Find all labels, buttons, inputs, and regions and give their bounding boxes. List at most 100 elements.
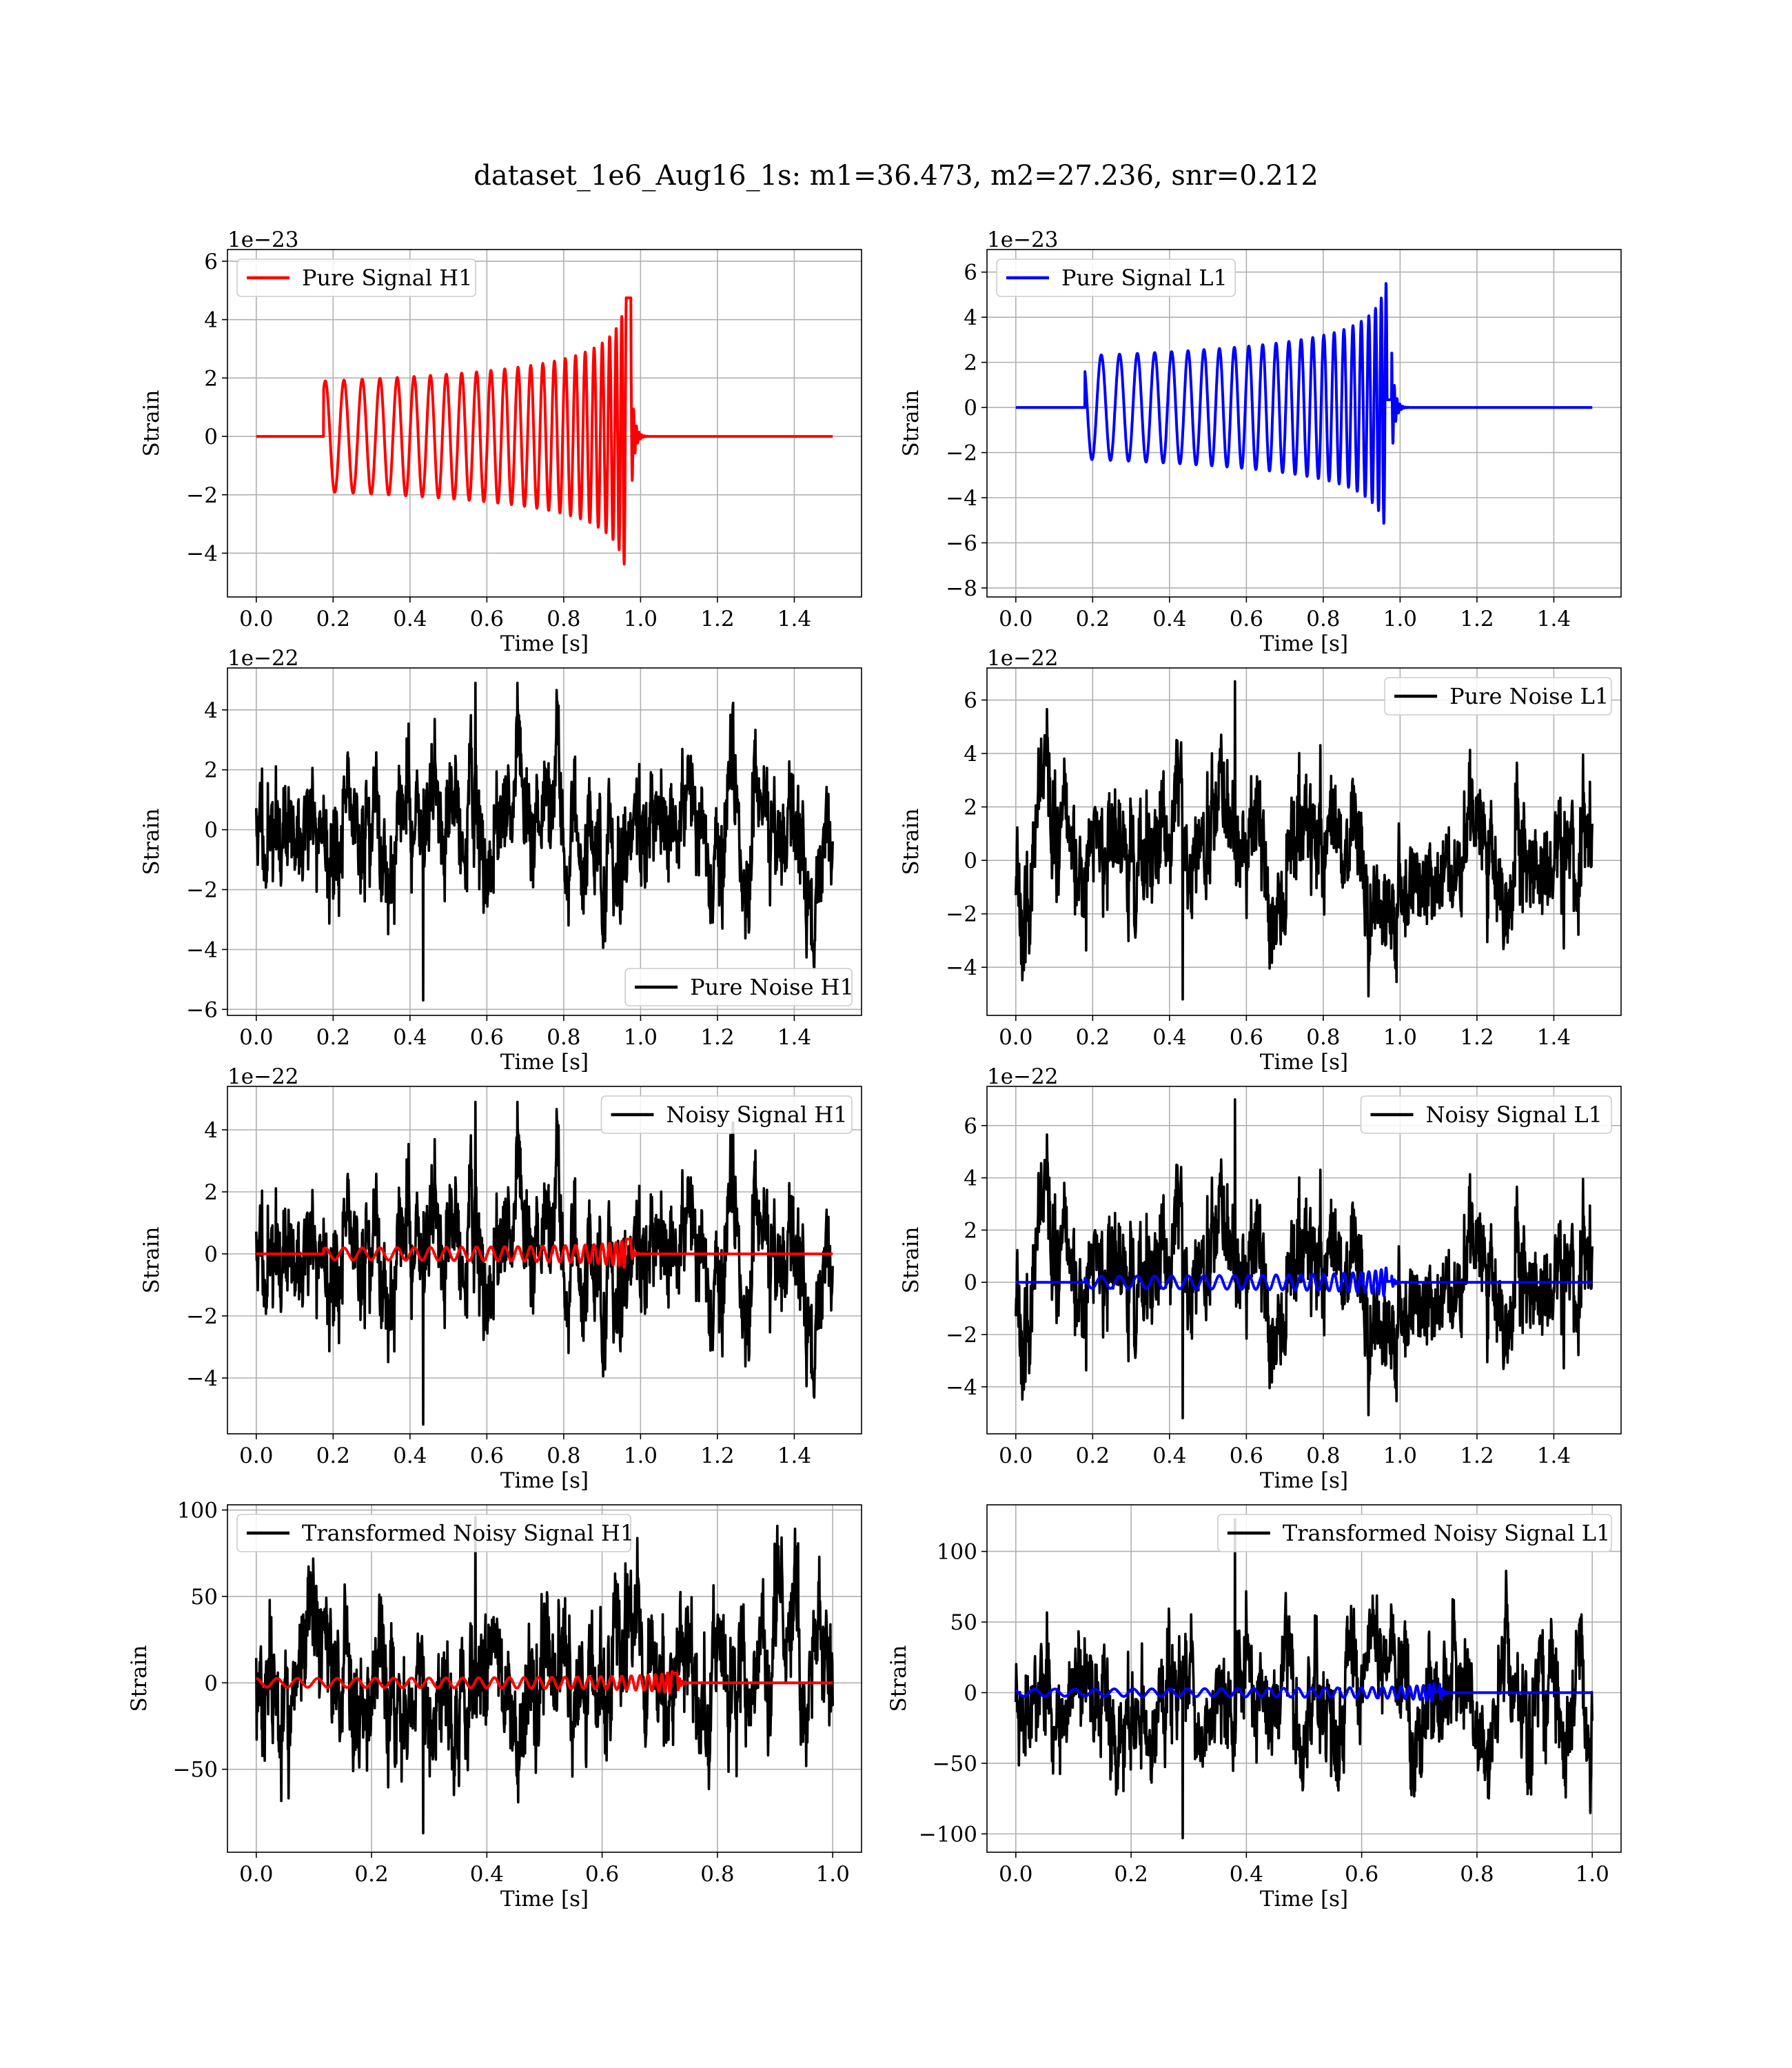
y-tick-label: 2 <box>204 758 218 783</box>
y-tick-label: 0 <box>964 1270 977 1295</box>
y-tick-label: −6 <box>186 997 218 1022</box>
y-axis-label: Strain <box>139 390 164 457</box>
y-tick-label: 2 <box>964 795 977 820</box>
axes-frame <box>227 249 862 598</box>
y-tick-label: 50 <box>191 1585 218 1610</box>
x-tick-label: 0.2 <box>1076 1443 1110 1468</box>
legend-box <box>236 258 477 297</box>
x-tick-label: 1.0 <box>624 1025 658 1050</box>
x-tick-label: 0.0 <box>999 1443 1032 1468</box>
y-tick-label: −2 <box>946 1323 977 1348</box>
x-axis-label: Time [s] <box>1260 631 1348 656</box>
axes-frame <box>227 667 862 1016</box>
x-tick-label: 0.4 <box>1152 1443 1186 1468</box>
x-tick-label: 1.4 <box>777 607 811 631</box>
series-line-signal <box>255 296 834 566</box>
subplot-grid: 0.0 0.2 0.4 0.6 0.8 1.0 1.2 1.4 −4 −2 0 2 4 6 Time [s]… <box>127 227 1622 1912</box>
x-tick-label: 0.0 <box>239 607 273 631</box>
y-tick-label: 6 <box>964 261 977 285</box>
x-tick-label: 1.4 <box>777 1443 811 1468</box>
legend: Noisy Signal H1 <box>600 1095 853 1134</box>
x-tick-label: 0.4 <box>470 1862 504 1887</box>
series-line-signal <box>1015 1266 1594 1297</box>
y-axis-label: Strain <box>139 809 164 875</box>
y-axis-label: Strain <box>899 809 924 875</box>
x-tick-label: 0.4 <box>393 1443 427 1468</box>
x-tick-label: 0.8 <box>1306 607 1340 631</box>
y-tick-label: −4 <box>946 486 977 511</box>
y-tick-label: −4 <box>946 1375 977 1400</box>
x-tick-label: 0.8 <box>547 607 580 631</box>
series-line-noise <box>1015 680 1594 1001</box>
x-tick-label: 0.6 <box>470 1025 504 1050</box>
x-tick-label: 1.2 <box>700 1443 734 1468</box>
series-line-noise <box>255 681 834 1002</box>
x-tick-label: 1.0 <box>816 1862 850 1887</box>
x-tick-label: 0.0 <box>239 1443 273 1468</box>
x-tick-label: 0.4 <box>393 607 427 631</box>
x-tick-label: 0.8 <box>700 1862 734 1887</box>
y-tick-label: 2 <box>204 366 218 391</box>
y-tick-label: 6 <box>964 1114 977 1139</box>
x-axis-label: Time [s] <box>500 631 589 656</box>
y-tick-label: 6 <box>964 689 977 713</box>
y-tick-label: 0 <box>964 849 977 873</box>
series-line-signal <box>1015 1682 1594 1703</box>
axes-frame <box>227 1086 862 1435</box>
legend-box <box>1384 677 1612 716</box>
series-group <box>255 296 834 566</box>
axes-frame <box>986 1086 1622 1435</box>
subplot-pure-signal-l1: 0.0 0.2 0.4 0.6 0.8 1.0 1.2 1.4 −8 −6 −4 −2 0 2 4 6 Time… <box>899 227 1622 656</box>
y-tick-label: 2 <box>964 351 977 376</box>
y-tick-label: −2 <box>186 483 218 508</box>
x-tick-label: 0.0 <box>999 1025 1032 1050</box>
y-tick-label: 100 <box>937 1540 977 1565</box>
y-offset-label: 1e−23 <box>987 227 1059 252</box>
y-axis-label: Strain <box>886 1645 911 1712</box>
y-tick-label: −8 <box>946 576 977 601</box>
x-tick-label: 0.2 <box>316 1443 350 1468</box>
x-tick-label: 0.2 <box>1076 1025 1110 1050</box>
legend-box <box>236 1514 631 1552</box>
x-tick-label: 0.6 <box>470 607 504 631</box>
tick-group: 0.0 0.2 0.4 0.6 0.8 1.0 1.2 1.4 −6 −4 −2 0 2 4 <box>186 698 811 1050</box>
y-tick-label: 0 <box>204 425 218 449</box>
subplot-noisy-signal-h1: 0.0 0.2 0.4 0.6 0.8 1.0 1.2 1.4 −4 −2 0 2 4 Time [s] S… <box>139 1064 862 1493</box>
legend-label: Pure Noise H1 <box>690 974 854 1000</box>
x-tick-label: 1.2 <box>700 607 734 631</box>
axes-frame <box>986 249 1622 598</box>
series-line-signal <box>1015 282 1594 525</box>
subplot-transformed-noisy-signal-l1: 0.0 0.2 0.4 0.6 0.8 1.0 −100 −50 0 50 100 Time [s] S… <box>886 1504 1622 1912</box>
legend-label: Pure Noise L1 <box>1449 683 1609 709</box>
series-line-noise <box>255 1100 834 1426</box>
x-tick-label: 1.2 <box>1460 1443 1494 1468</box>
y-offset-label: 1e−22 <box>987 1064 1059 1089</box>
series-group <box>255 1515 834 1835</box>
y-tick-label: 0 <box>204 1242 218 1267</box>
x-tick-label: 1.4 <box>1537 607 1571 631</box>
y-tick-label: −2 <box>186 1304 218 1329</box>
x-tick-label: 1.0 <box>624 607 658 631</box>
y-tick-label: −50 <box>173 1758 218 1783</box>
tick-group: 0.0 0.2 0.4 0.6 0.8 1.0 1.2 1.4 −4 −2 0 2 4 <box>186 1118 811 1468</box>
series-line-signal <box>255 1237 834 1269</box>
subplot-pure-noise-h1: 0.0 0.2 0.4 0.6 0.8 1.0 1.2 1.4 −6 −4 −2 0 2 4 Time [s… <box>139 646 862 1075</box>
x-axis-label: Time [s] <box>1260 1468 1348 1493</box>
y-tick-label: 2 <box>204 1180 218 1205</box>
y-axis-label: Strain <box>899 1227 924 1294</box>
x-tick-label: 0.8 <box>1306 1025 1340 1050</box>
series-line-noise <box>1015 1098 1594 1420</box>
x-axis-label: Time [s] <box>500 1050 589 1075</box>
subplot-pure-signal-h1: 0.0 0.2 0.4 0.6 0.8 1.0 1.2 1.4 −4 −2 0 2 4 6 Time [s]… <box>139 227 862 656</box>
y-tick-label: −2 <box>186 878 218 903</box>
tick-group: 0.0 0.2 0.4 0.6 0.8 1.0 −100 −50 0 50 100 <box>919 1540 1609 1887</box>
legend: Pure Noise L1 <box>1384 677 1612 716</box>
y-axis-label: Strain <box>899 390 924 457</box>
legend-box <box>996 258 1236 297</box>
x-tick-label: 0.2 <box>316 1025 350 1050</box>
y-tick-label: 4 <box>964 742 977 767</box>
y-tick-label: 6 <box>204 250 218 274</box>
x-tick-label: 0.6 <box>470 1443 504 1468</box>
x-axis-label: Time [s] <box>1260 1887 1348 1912</box>
